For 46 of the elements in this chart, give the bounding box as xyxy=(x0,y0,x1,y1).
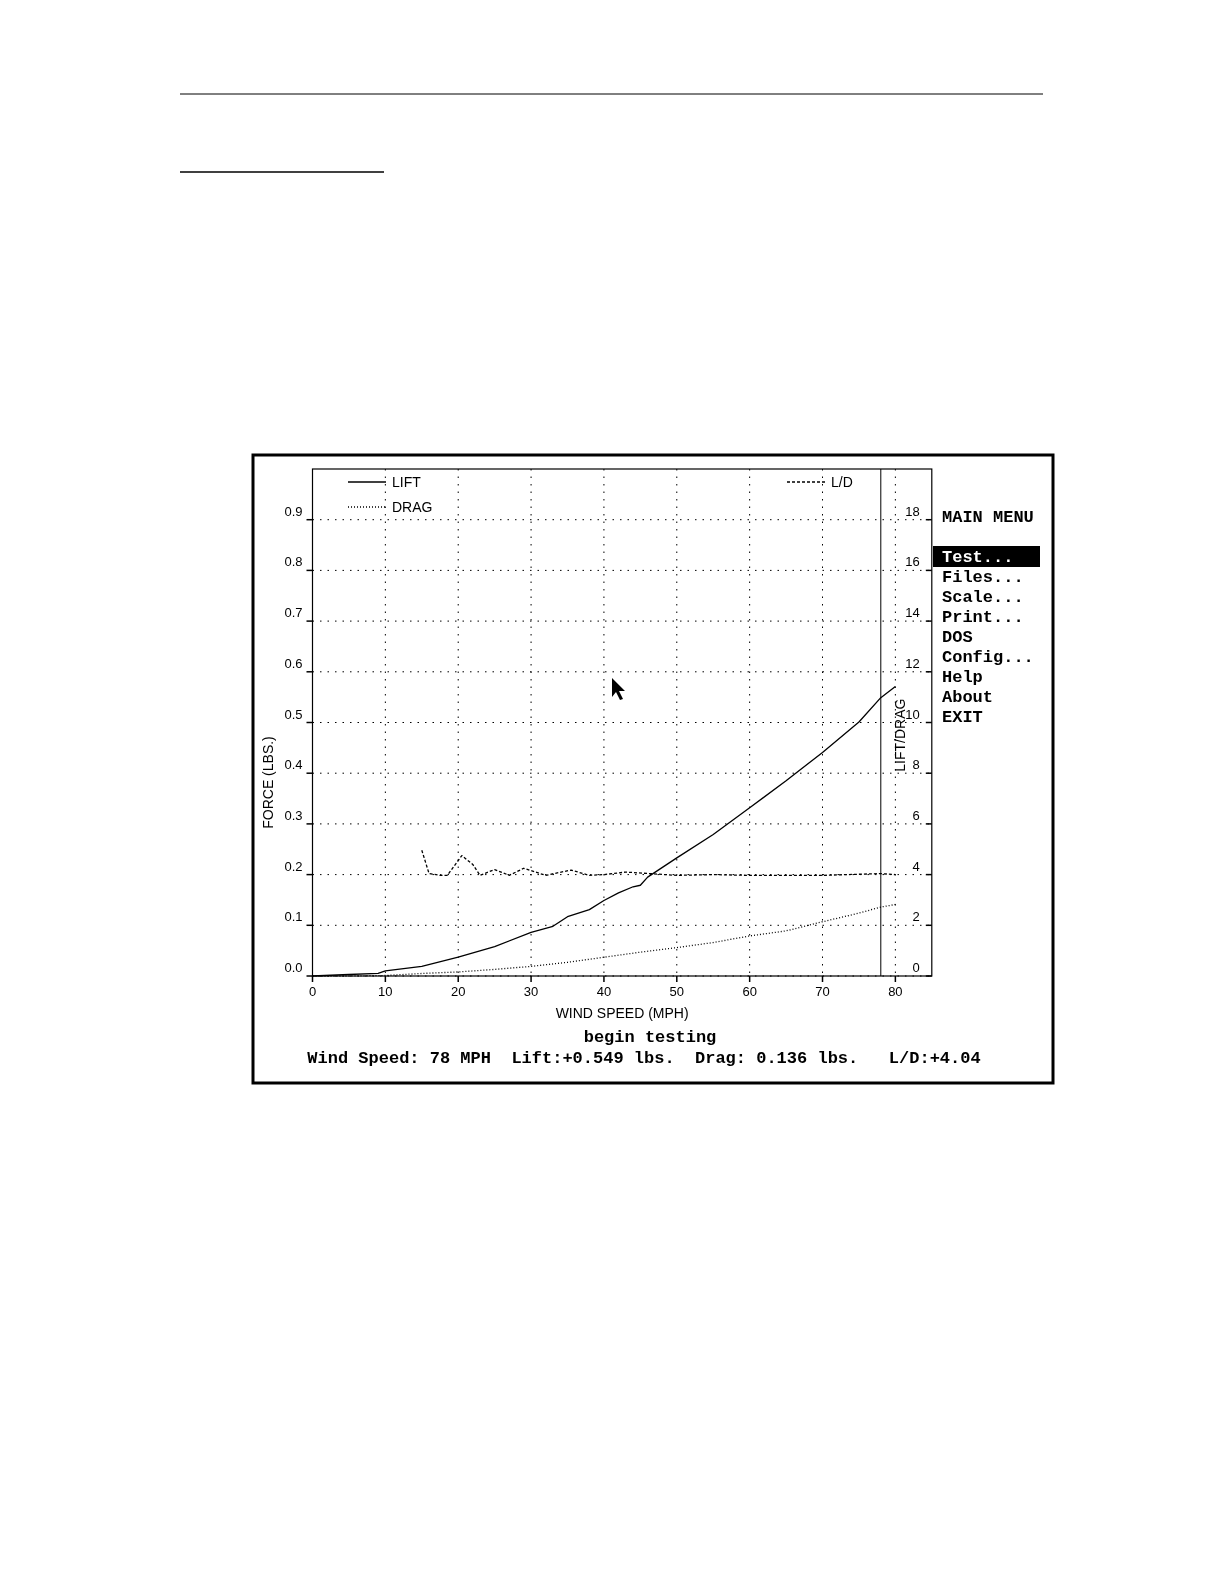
y2-tick-label: 12 xyxy=(905,655,920,671)
y2-tick-label: 2 xyxy=(912,909,920,925)
text: Config... xyxy=(942,648,1034,667)
y2-tick-label: 18 xyxy=(905,503,920,519)
x-tick-label: 20 xyxy=(450,984,466,999)
x-axis-title: WIND SPEED (MPH) xyxy=(555,1005,689,1021)
y-tick-label: 0.9 xyxy=(284,503,303,519)
y-axis-title: FORCE (LBS.) xyxy=(259,736,276,829)
y-tick-label: 0.7 xyxy=(284,605,303,621)
y2-tick-label: 0 xyxy=(912,960,920,975)
legend-label: LIFT xyxy=(392,474,422,490)
text: Test... xyxy=(942,548,1014,567)
y-tick-label: 0.5 xyxy=(284,706,303,722)
y2-tick-label: 10 xyxy=(905,706,920,722)
y2-tick-label: 8 xyxy=(912,757,920,773)
text: EXIT xyxy=(942,708,983,727)
x-tick-label: 30 xyxy=(523,984,539,999)
text: DOS xyxy=(942,628,973,647)
text: Files... xyxy=(942,568,1024,587)
y-tick-label: 0.3 xyxy=(284,807,303,823)
y-tick-label: 0.0 xyxy=(284,960,303,975)
text: MAIN MENU xyxy=(942,508,1034,527)
y-tick-label: 0.1 xyxy=(284,909,303,925)
x-tick-label: 80 xyxy=(888,984,903,999)
legend-label: DRAG xyxy=(392,499,433,515)
y2-tick-label: 14 xyxy=(905,605,920,621)
text: Scale... xyxy=(942,588,1024,607)
x-tick-label: 60 xyxy=(742,984,757,999)
legend-label: L/D xyxy=(831,474,853,490)
x-tick-label: 70 xyxy=(815,984,830,999)
text: About xyxy=(942,688,994,707)
y-tick-label: 0.8 xyxy=(284,554,303,570)
x-tick-label: 0 xyxy=(308,984,317,999)
y-tick-label: 0.2 xyxy=(284,858,303,874)
text: Help xyxy=(942,668,983,687)
text: Wind Speed: 78 MPH Lift:+0.549 lbs. Drag: 0.136 lbs. L/D:+4.04 xyxy=(307,1049,981,1068)
y2-tick-label: 6 xyxy=(912,807,920,823)
y2-tick-label: 16 xyxy=(905,554,920,570)
y2-tick-label: 4 xyxy=(912,858,920,874)
text: Print... xyxy=(942,608,1024,627)
y-tick-label: 0.4 xyxy=(284,757,303,773)
text: begin testing xyxy=(583,1028,717,1047)
y-tick-label: 0.6 xyxy=(284,655,303,671)
x-tick-label: 40 xyxy=(596,984,612,999)
x-tick-label: 10 xyxy=(378,984,393,999)
x-tick-label: 50 xyxy=(669,984,685,999)
